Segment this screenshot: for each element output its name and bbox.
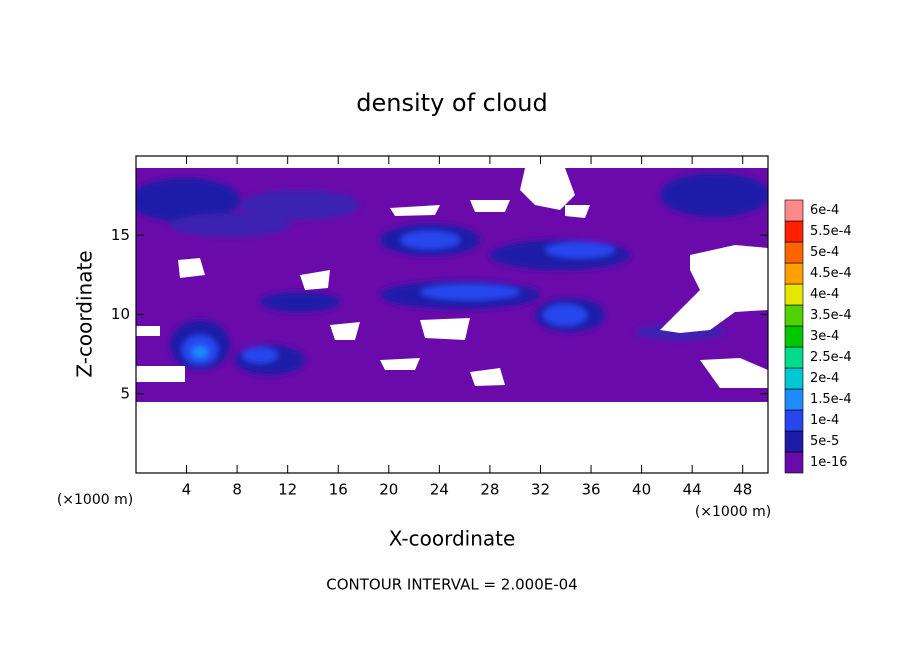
x-tick-label: 48 [733,481,752,499]
x-tick-label: 36 [581,481,600,499]
y-tick-label: 5 [120,384,130,402]
colorbar-level [784,346,804,369]
x-tick-label: 4 [182,481,192,499]
colorbar-level [784,430,804,453]
colorbar-level [784,199,804,222]
colorbar-label: 5e-4 [810,245,839,260]
colorbar-level [784,367,804,390]
colorbar-label: 1e-4 [810,413,839,428]
x-axis-label: X-coordinate [389,527,516,551]
x-unit-label: (×1000 m) [695,504,771,520]
contour-interval-note: CONTOUR INTERVAL = 2.000E-04 [326,576,577,594]
colorbar-label: 3.5e-4 [810,308,852,323]
colorbar-label: 2e-4 [810,371,839,386]
colorbar-label: 3e-4 [810,329,839,344]
chart-title: density of cloud [356,89,547,117]
x-tick-label: 28 [480,481,499,499]
y-tick-label: 10 [111,305,130,323]
colorbar-level [784,409,804,432]
colorbar-level [784,451,804,474]
x-tick-label: 20 [379,481,398,499]
colorbar-level [784,388,804,411]
colorbar-label: 5.5e-4 [810,224,852,239]
y-axis-label: Z-coordinate [73,250,97,377]
colorbar-label: 5e-5 [810,434,839,449]
x-tick-label: 16 [329,481,348,499]
colorbar-label: 4.5e-4 [810,266,852,281]
colorbar-level [784,220,804,243]
field-levels [136,173,768,375]
colorbar-label: 1e-16 [810,455,848,470]
colorbar-level [784,325,804,348]
contour-field [136,168,768,473]
colorbar-label: 1.5e-4 [810,392,852,407]
colorbar-label: 4e-4 [810,287,839,302]
x-tick-label: 8 [232,481,242,499]
x-tick-label: 44 [683,481,702,499]
x-tick-label: 24 [430,481,449,499]
colorbar-label: 6e-4 [810,203,839,218]
colorbar-level [784,304,804,327]
x-tick-label: 12 [278,481,297,499]
colorbar-level [784,283,804,306]
colorbar-label: 2.5e-4 [810,350,852,365]
field-gaps [136,168,768,473]
x-tick-label: 40 [632,481,651,499]
colorbar-level [784,262,804,285]
y-unit-label: (×1000 m) [57,492,133,508]
y-tick-label: 15 [111,226,130,244]
x-tick-label: 32 [531,481,550,499]
colorbar-level [784,241,804,264]
